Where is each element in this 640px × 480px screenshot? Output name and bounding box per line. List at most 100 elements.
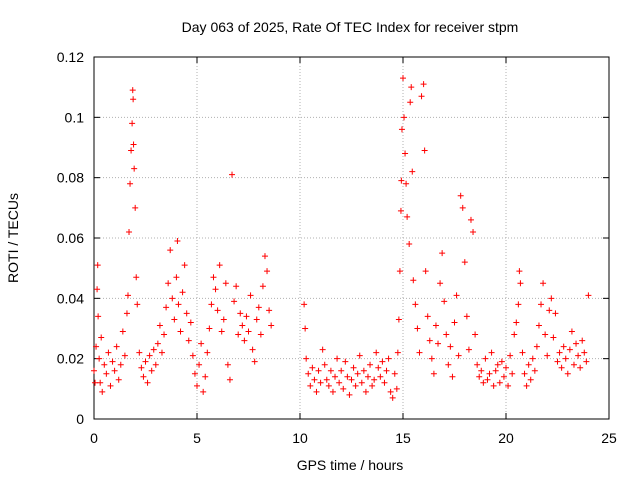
data-point <box>140 373 147 380</box>
data-point <box>424 313 431 320</box>
x-tick-label: 10 <box>292 430 308 446</box>
data-point <box>396 268 403 275</box>
data-point <box>216 262 223 269</box>
data-point <box>552 310 559 317</box>
data-point <box>115 376 122 383</box>
data-point <box>319 346 326 353</box>
data-point <box>484 376 491 383</box>
y-tick-label: 0 <box>76 411 84 427</box>
data-point <box>177 328 184 335</box>
data-point <box>455 352 462 359</box>
data-point <box>107 382 114 389</box>
data-point <box>463 313 470 320</box>
data-point <box>393 385 400 392</box>
data-point <box>101 361 108 368</box>
data-point <box>579 337 586 344</box>
data-point <box>123 310 130 317</box>
data-point <box>97 379 104 386</box>
data-point <box>410 277 417 284</box>
data-point <box>144 379 151 386</box>
data-point <box>233 283 240 290</box>
data-point <box>478 367 485 374</box>
data-point <box>474 361 481 368</box>
data-point <box>131 165 138 172</box>
data-point <box>453 292 460 299</box>
data-point <box>356 352 363 359</box>
data-point <box>373 349 380 356</box>
y-tick-label: 0.06 <box>57 230 84 246</box>
data-point <box>426 337 433 344</box>
data-point <box>467 216 474 223</box>
data-point <box>401 114 408 121</box>
data-point <box>531 367 538 374</box>
data-point <box>311 376 318 383</box>
x-axis-label: GPS time / hours <box>297 457 404 473</box>
data-point <box>439 250 446 257</box>
data-point <box>550 334 557 341</box>
data-point <box>95 313 102 320</box>
data-point <box>498 358 505 365</box>
data-point <box>470 228 477 235</box>
data-point <box>519 349 526 356</box>
data-point <box>513 319 520 326</box>
data-point <box>167 247 174 254</box>
data-point <box>367 361 374 368</box>
data-point <box>523 382 530 389</box>
data-point <box>402 150 409 157</box>
data-point <box>313 388 320 395</box>
data-point <box>175 301 182 308</box>
data-point <box>317 379 324 386</box>
y-tick-label: 0.1 <box>65 109 85 125</box>
data-point <box>303 355 310 362</box>
y-tick-label: 0.08 <box>57 170 84 186</box>
data-point <box>538 301 545 308</box>
data-point <box>447 343 454 350</box>
data-point <box>490 382 497 389</box>
data-point <box>360 367 367 374</box>
data-point <box>133 274 140 281</box>
data-point <box>461 259 468 266</box>
data-point <box>134 301 141 308</box>
data-point <box>204 349 211 356</box>
data-point <box>336 379 343 386</box>
data-point <box>346 391 353 398</box>
data-point <box>109 358 116 365</box>
data-point <box>521 370 528 377</box>
data-point <box>542 331 549 338</box>
data-point <box>325 382 332 389</box>
data-point <box>398 177 405 184</box>
data-point <box>503 364 509 371</box>
data-point <box>189 352 196 359</box>
data-point <box>165 280 172 287</box>
data-point <box>350 364 357 371</box>
data-point <box>132 204 139 211</box>
data-point <box>220 316 227 323</box>
data-point <box>206 325 213 332</box>
data-point <box>387 388 394 395</box>
data-point <box>540 280 547 287</box>
data-point <box>327 367 334 374</box>
data-point <box>301 301 308 308</box>
grid-lines <box>94 57 609 419</box>
data-point <box>544 352 551 359</box>
data-point <box>371 376 378 383</box>
data-point <box>93 343 100 350</box>
data-point <box>420 81 427 88</box>
data-point <box>156 322 163 329</box>
data-point <box>91 367 97 374</box>
data-point <box>229 171 236 178</box>
data-point <box>161 331 168 338</box>
data-point <box>421 147 428 154</box>
data-point <box>585 292 592 299</box>
data-point <box>138 364 145 371</box>
data-point <box>412 301 419 308</box>
data-point <box>148 367 155 374</box>
data-point <box>150 346 157 353</box>
data-point <box>329 388 336 395</box>
data-point <box>575 352 582 359</box>
y-tick-label: 0.04 <box>57 290 84 306</box>
data-point <box>231 298 238 305</box>
data-point <box>445 361 452 368</box>
data-point <box>383 367 390 374</box>
